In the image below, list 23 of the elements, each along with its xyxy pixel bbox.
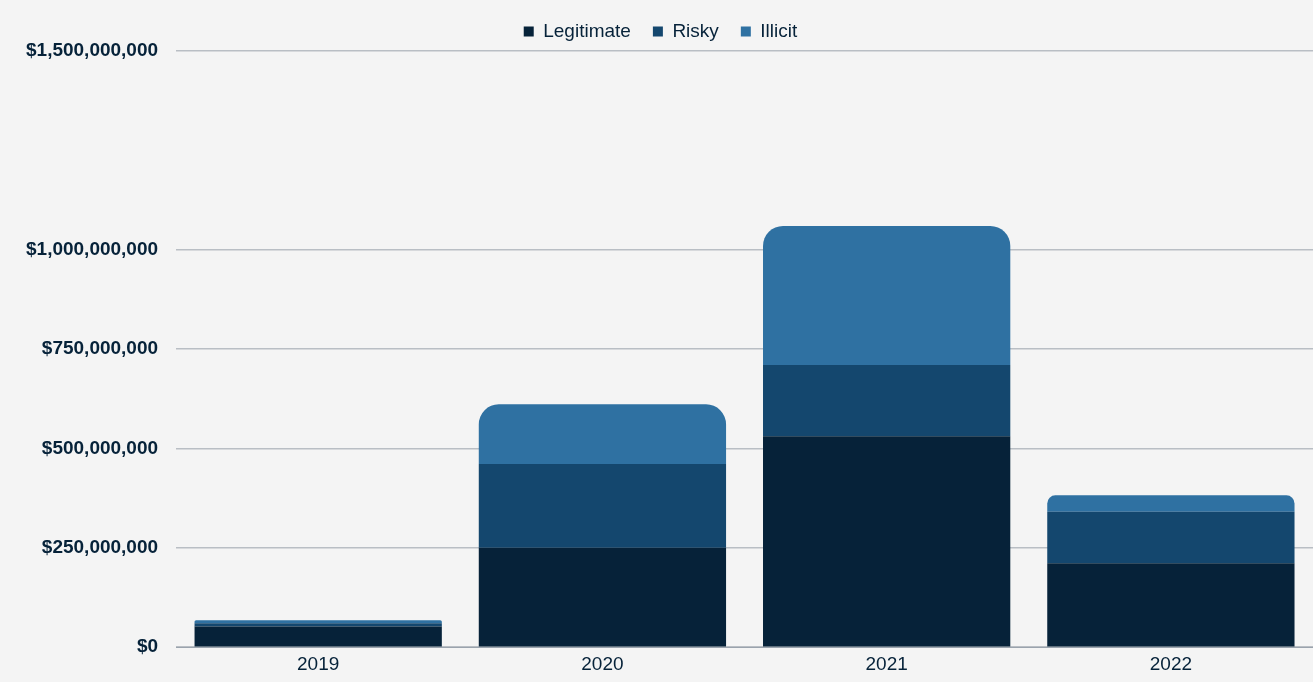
bar — [478, 547, 727, 647]
bar — [1047, 511, 1295, 564]
x-tick-label: 2020 — [581, 652, 624, 674]
y-tick-label: $750,000,000 — [41, 337, 159, 359]
legend-label: Illicit — [760, 19, 798, 41]
x-tick-label: 2022 — [1149, 652, 1193, 674]
bar — [763, 436, 1011, 647]
x-tick-label: 2019 — [297, 652, 340, 674]
bar — [763, 225, 1011, 365]
y-tick-label: $1,000,000,000 — [25, 237, 159, 259]
x-tick-label: 2021 — [865, 652, 908, 674]
bar — [1047, 563, 1295, 647]
y-tick-label: $250,000,000 — [41, 536, 159, 558]
bar — [478, 404, 727, 464]
y-tick-label: $1,500,000,000 — [25, 39, 159, 61]
legend-label: Risky — [672, 19, 720, 41]
y-tick-label: $0 — [136, 635, 159, 657]
bar — [194, 626, 442, 647]
legend-label: Legitimate — [543, 19, 631, 41]
bar — [478, 463, 727, 548]
bar — [763, 365, 1011, 437]
y-tick-label: $500,000,000 — [41, 436, 159, 458]
bar — [1047, 495, 1295, 512]
